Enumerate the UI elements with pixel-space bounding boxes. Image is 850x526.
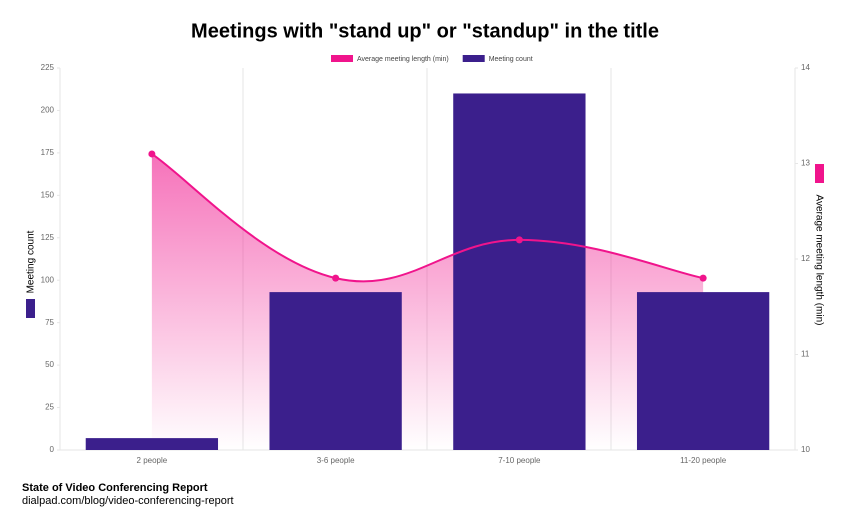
- chart-title: Meetings with "stand up" or "standup" in…: [191, 20, 659, 42]
- y2-axis-title: Average meeting length (min): [813, 195, 824, 326]
- line-point: [148, 150, 156, 158]
- y-tick-label: 200: [41, 106, 55, 115]
- y-tick-label: 150: [41, 190, 55, 199]
- y2-axis-swatch: [815, 164, 824, 183]
- line-point: [515, 236, 523, 244]
- y-axis-swatch: [26, 299, 35, 318]
- y-tick-label: 175: [41, 148, 55, 157]
- y-tick-label: 225: [41, 63, 55, 72]
- y-tick-label: 75: [45, 318, 54, 327]
- legend-label[interactable]: Meeting count: [489, 56, 533, 63]
- x-tick-label: 7-10 people: [498, 456, 541, 465]
- bar: [85, 438, 219, 450]
- footer-url: dialpad.com/blog/video-conferencing-repo…: [22, 495, 234, 507]
- line-point: [699, 274, 707, 282]
- bar: [636, 292, 770, 450]
- bar: [453, 93, 586, 450]
- y2-tick-label: 12: [801, 254, 810, 263]
- footer-title: State of Video Conferencing Report: [22, 482, 208, 494]
- y2-tick-label: 10: [801, 445, 810, 454]
- y-tick-label: 25: [45, 403, 54, 412]
- legend-swatch[interactable]: [331, 55, 353, 62]
- x-tick-label: 2 people: [137, 456, 168, 465]
- line: [151, 153, 704, 283]
- y-tick-label: 50: [45, 360, 54, 369]
- y-axis-title: Meeting count: [26, 230, 37, 293]
- x-tick-label: 3-6 people: [317, 456, 355, 465]
- legend-label[interactable]: Average meeting length (min): [357, 56, 449, 63]
- y2-tick-label: 14: [801, 63, 810, 72]
- bar: [269, 292, 402, 450]
- y-tick-label: 125: [41, 233, 55, 242]
- y-tick-label: 0: [50, 445, 55, 454]
- y2-tick-label: 13: [801, 159, 810, 168]
- legend-swatch[interactable]: [462, 55, 485, 62]
- x-tick-label: 11-20 people: [680, 456, 727, 465]
- y2-tick-label: 11: [801, 350, 810, 359]
- line-point: [332, 274, 340, 282]
- y-tick-label: 100: [41, 275, 55, 284]
